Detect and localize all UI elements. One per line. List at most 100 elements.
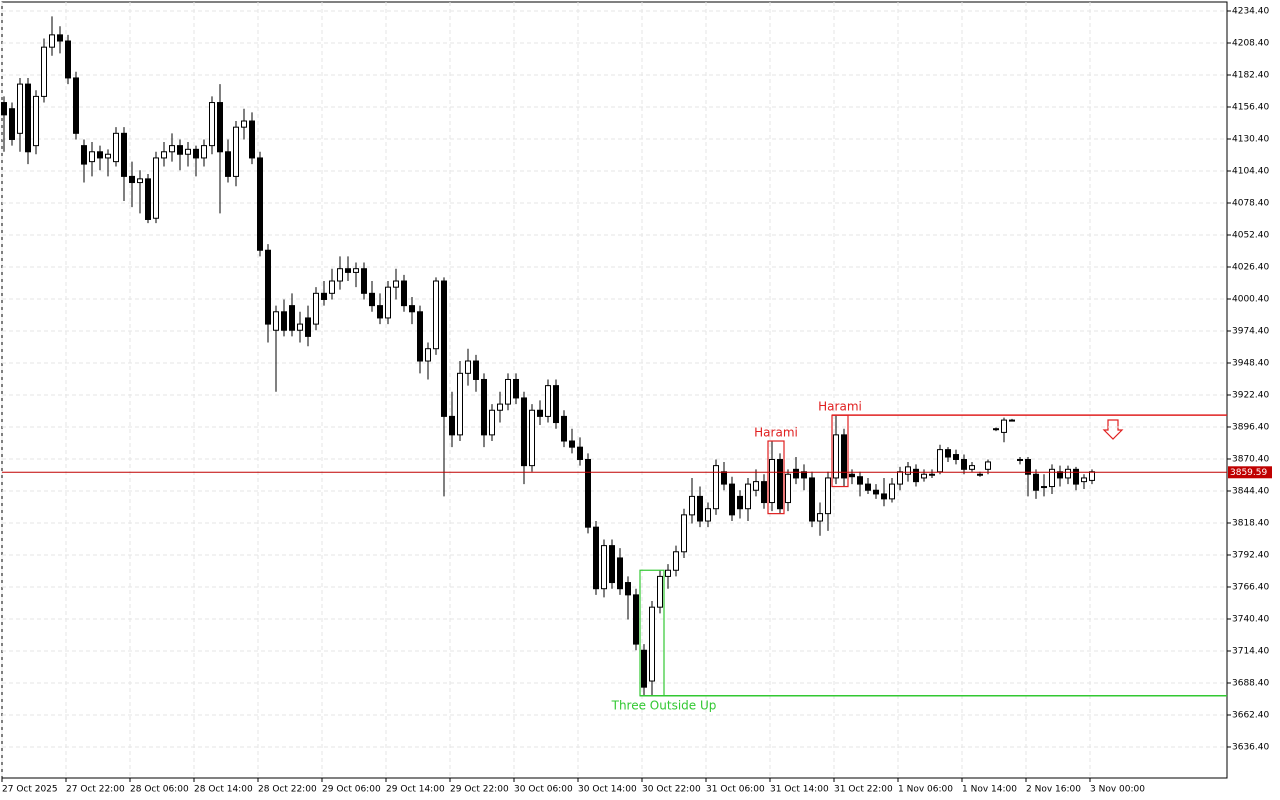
candle-body [409,305,415,313]
candle-body [105,153,111,159]
candle-body [41,46,47,97]
candle-body [145,178,151,220]
candle-body [465,360,471,374]
y-tick-label: 4156.40 [1232,102,1269,112]
candle-body [865,483,871,491]
y-tick-label: 3922.40 [1232,390,1269,400]
y-tick-label: 4234.40 [1232,6,1269,16]
candle-body [521,397,527,467]
candle-body [1001,419,1007,433]
candle-body [601,545,607,590]
candle-body [921,473,927,479]
candle-body [161,151,167,159]
x-tick-label: 29 Oct 06:00 [322,785,381,795]
candle-body [497,403,503,411]
x-tick-label: 30 Oct 14:00 [578,785,637,795]
candle-body [705,508,711,522]
candle-body [769,458,775,504]
candle-body [417,311,423,362]
candle-body [985,461,991,470]
candle-body [1081,477,1087,483]
candle-body [17,83,23,134]
candle-body [537,409,543,417]
candle-body [945,449,951,458]
candle-body [441,280,447,417]
candle-body [209,102,215,147]
candle-body [73,77,79,134]
candle-body [1089,471,1095,481]
x-tick-label: 1 Nov 14:00 [962,785,1017,795]
candle-body [393,280,399,288]
y-tick-label: 3662.40 [1232,710,1269,720]
candle-body [697,495,703,522]
candle-body [329,280,335,294]
candle-body [233,126,239,177]
candle-body [1041,486,1047,489]
x-tick-label: 27 Oct 22:00 [66,785,125,795]
y-tick-label: 3740.40 [1232,614,1269,624]
sell-arrow [1102,419,1124,440]
candle-body [913,468,919,483]
y-tick-label: 3636.40 [1232,742,1269,752]
candle-body [425,348,431,362]
candle-body [401,280,407,307]
candle-body [745,483,751,510]
price-tag-label: 3859.59 [1230,468,1267,478]
candle-body [361,268,367,294]
candle-body [449,415,455,436]
candle-body [617,557,623,590]
y-tick-label: 4026.40 [1232,262,1269,272]
y-tick-label: 3896.40 [1232,422,1269,432]
candle-body [81,145,87,165]
candle-body [1049,468,1055,488]
x-tick-label: 31 Oct 14:00 [770,785,829,795]
candle-body [33,95,39,147]
candle-body [49,34,55,48]
pattern-label: Three Outside Up [611,698,717,712]
candle-body [1009,419,1015,422]
candle-body [1057,471,1063,479]
x-tick-label: 31 Oct 06:00 [706,785,765,795]
candle-body [721,471,727,485]
candle-body [241,120,247,128]
candle-body [121,132,127,177]
candle-body [185,148,191,155]
candle-body [513,378,519,399]
candle-body [473,360,479,380]
y-tick-label: 3766.40 [1232,582,1269,592]
y-tick-label: 4208.40 [1232,38,1269,48]
candle-body [137,178,143,184]
x-tick-label: 3 Nov 00:00 [1090,785,1145,795]
candle-body [1065,468,1071,479]
candle-body [641,649,647,688]
candle-body [689,495,695,516]
candle-body [57,34,63,42]
x-tick-label: 30 Oct 06:00 [514,785,573,795]
x-tick-label: 30 Oct 22:00 [642,785,701,795]
candle-body [809,477,815,522]
candle-body [897,471,903,485]
candle-body [969,465,975,470]
y-tick-label: 3844.40 [1232,486,1269,496]
candle-body [569,440,575,448]
candle-body [881,493,887,500]
y-tick-label: 4130.40 [1232,134,1269,144]
x-tick-label: 1 Nov 06:00 [898,785,953,795]
x-tick-label: 29 Oct 22:00 [450,785,509,795]
candle-body [593,526,599,590]
pattern-label: Harami [818,400,862,414]
candle-body [633,594,639,645]
candle-body [817,513,823,522]
candle-body [297,323,303,331]
candle-body [337,268,343,282]
candle-body [553,385,559,424]
y-tick-label: 4000.40 [1232,294,1269,304]
candle-body [89,151,95,163]
candle-body [713,465,719,510]
x-tick-label: 28 Oct 14:00 [194,785,253,795]
y-tick-label: 4078.40 [1232,198,1269,208]
candle-body [353,268,359,273]
candle-body [681,514,687,553]
pattern-box [767,440,785,515]
